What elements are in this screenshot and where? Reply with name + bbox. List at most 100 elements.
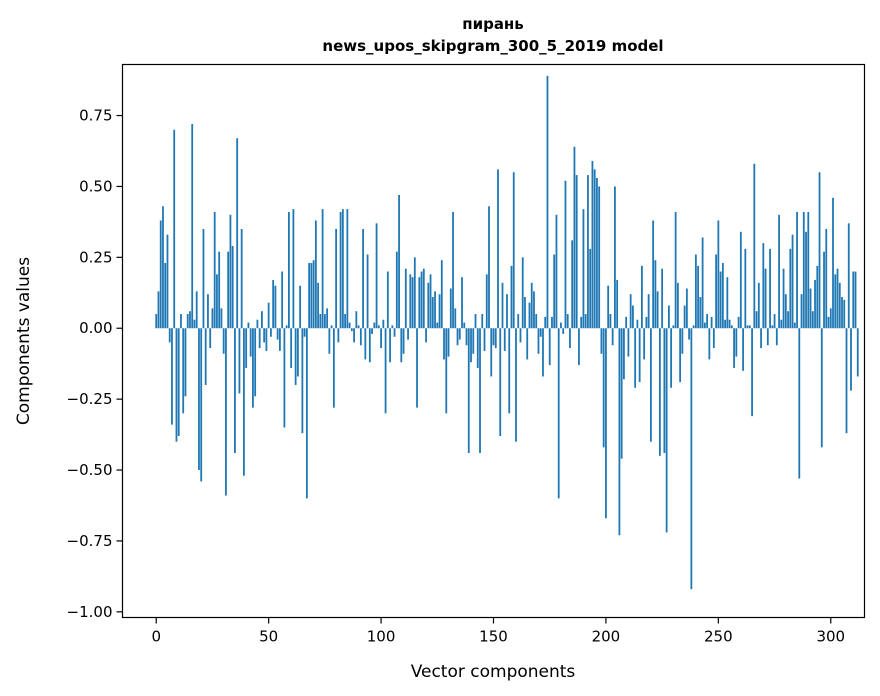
bar bbox=[173, 129, 176, 329]
bar bbox=[420, 271, 423, 329]
bar bbox=[463, 322, 466, 329]
bar bbox=[841, 297, 843, 329]
y-tick-label: 0.00 bbox=[79, 319, 112, 337]
bar bbox=[222, 328, 225, 354]
bar bbox=[614, 186, 616, 329]
bar bbox=[782, 268, 785, 329]
bar bbox=[353, 328, 355, 343]
bar bbox=[355, 311, 358, 329]
bar bbox=[184, 328, 187, 397]
bar bbox=[314, 220, 317, 329]
bar bbox=[854, 271, 857, 329]
bar bbox=[757, 282, 760, 329]
bar bbox=[198, 328, 200, 471]
bar bbox=[593, 169, 596, 329]
bar bbox=[386, 271, 389, 329]
bar bbox=[258, 328, 261, 349]
bar bbox=[368, 328, 371, 363]
bar bbox=[674, 211, 677, 329]
bar bbox=[449, 288, 452, 329]
bar bbox=[807, 211, 810, 329]
bar bbox=[636, 319, 639, 329]
bar bbox=[323, 314, 326, 329]
bar bbox=[703, 322, 706, 329]
bar bbox=[243, 328, 245, 476]
bar bbox=[189, 311, 191, 329]
bar bbox=[427, 282, 430, 329]
bar bbox=[305, 328, 308, 499]
bar bbox=[512, 172, 515, 329]
bar bbox=[213, 211, 216, 329]
bar bbox=[764, 268, 767, 329]
bar bbox=[634, 328, 637, 388]
bar bbox=[611, 328, 614, 346]
bar bbox=[249, 328, 252, 357]
bar bbox=[443, 328, 445, 360]
bar bbox=[254, 328, 257, 397]
bar bbox=[395, 251, 398, 329]
bar bbox=[337, 328, 340, 343]
bar bbox=[276, 328, 279, 340]
bar bbox=[638, 328, 641, 383]
bar bbox=[506, 294, 508, 329]
bar bbox=[481, 314, 484, 329]
y-tick-label: 0.50 bbox=[79, 177, 112, 195]
bar bbox=[202, 228, 205, 329]
bar bbox=[461, 277, 463, 329]
bar bbox=[694, 254, 697, 329]
bar bbox=[569, 328, 571, 349]
bar bbox=[719, 271, 722, 329]
bar bbox=[211, 308, 214, 329]
bar bbox=[562, 328, 565, 334]
bar bbox=[155, 314, 158, 329]
bar bbox=[168, 328, 171, 343]
bar bbox=[485, 274, 488, 329]
bar bbox=[180, 314, 182, 329]
bar bbox=[598, 186, 601, 329]
bar bbox=[641, 265, 643, 329]
bar bbox=[348, 322, 351, 329]
y-tick-label: −0.75 bbox=[67, 532, 113, 550]
bars-group bbox=[155, 75, 859, 590]
bar bbox=[294, 328, 297, 385]
bar bbox=[454, 308, 457, 329]
bar bbox=[820, 328, 823, 448]
bar bbox=[701, 237, 704, 329]
bar bbox=[263, 328, 266, 343]
bar bbox=[715, 254, 717, 329]
bar bbox=[287, 211, 290, 329]
bar bbox=[436, 322, 439, 329]
chart-title-line2: news_upos_skipgram_300_5_2019 model bbox=[322, 37, 663, 55]
bar bbox=[267, 302, 270, 329]
bar bbox=[364, 328, 367, 360]
bar bbox=[157, 291, 160, 329]
bar bbox=[332, 328, 335, 408]
bar bbox=[265, 328, 268, 351]
bar bbox=[245, 328, 248, 368]
bar bbox=[301, 328, 304, 434]
bar bbox=[510, 265, 513, 329]
bar bbox=[533, 291, 535, 329]
bar bbox=[649, 328, 652, 442]
bar bbox=[209, 328, 212, 349]
bar bbox=[566, 314, 569, 329]
bar bbox=[667, 305, 670, 329]
bar bbox=[596, 177, 598, 329]
bar bbox=[350, 328, 353, 332]
bar bbox=[366, 254, 369, 329]
y-tick-label: 0.75 bbox=[79, 107, 112, 125]
bar bbox=[278, 328, 281, 351]
bar bbox=[474, 314, 477, 329]
bar bbox=[171, 328, 173, 425]
bar bbox=[542, 328, 544, 377]
bar bbox=[373, 322, 376, 329]
bar bbox=[524, 297, 526, 329]
bar bbox=[845, 328, 848, 434]
bar bbox=[470, 328, 472, 363]
bar bbox=[591, 160, 594, 329]
bar bbox=[299, 285, 302, 329]
bar bbox=[326, 308, 329, 329]
bar bbox=[753, 163, 756, 329]
y-tick-label: −1.00 bbox=[67, 603, 113, 621]
bar bbox=[773, 314, 776, 329]
